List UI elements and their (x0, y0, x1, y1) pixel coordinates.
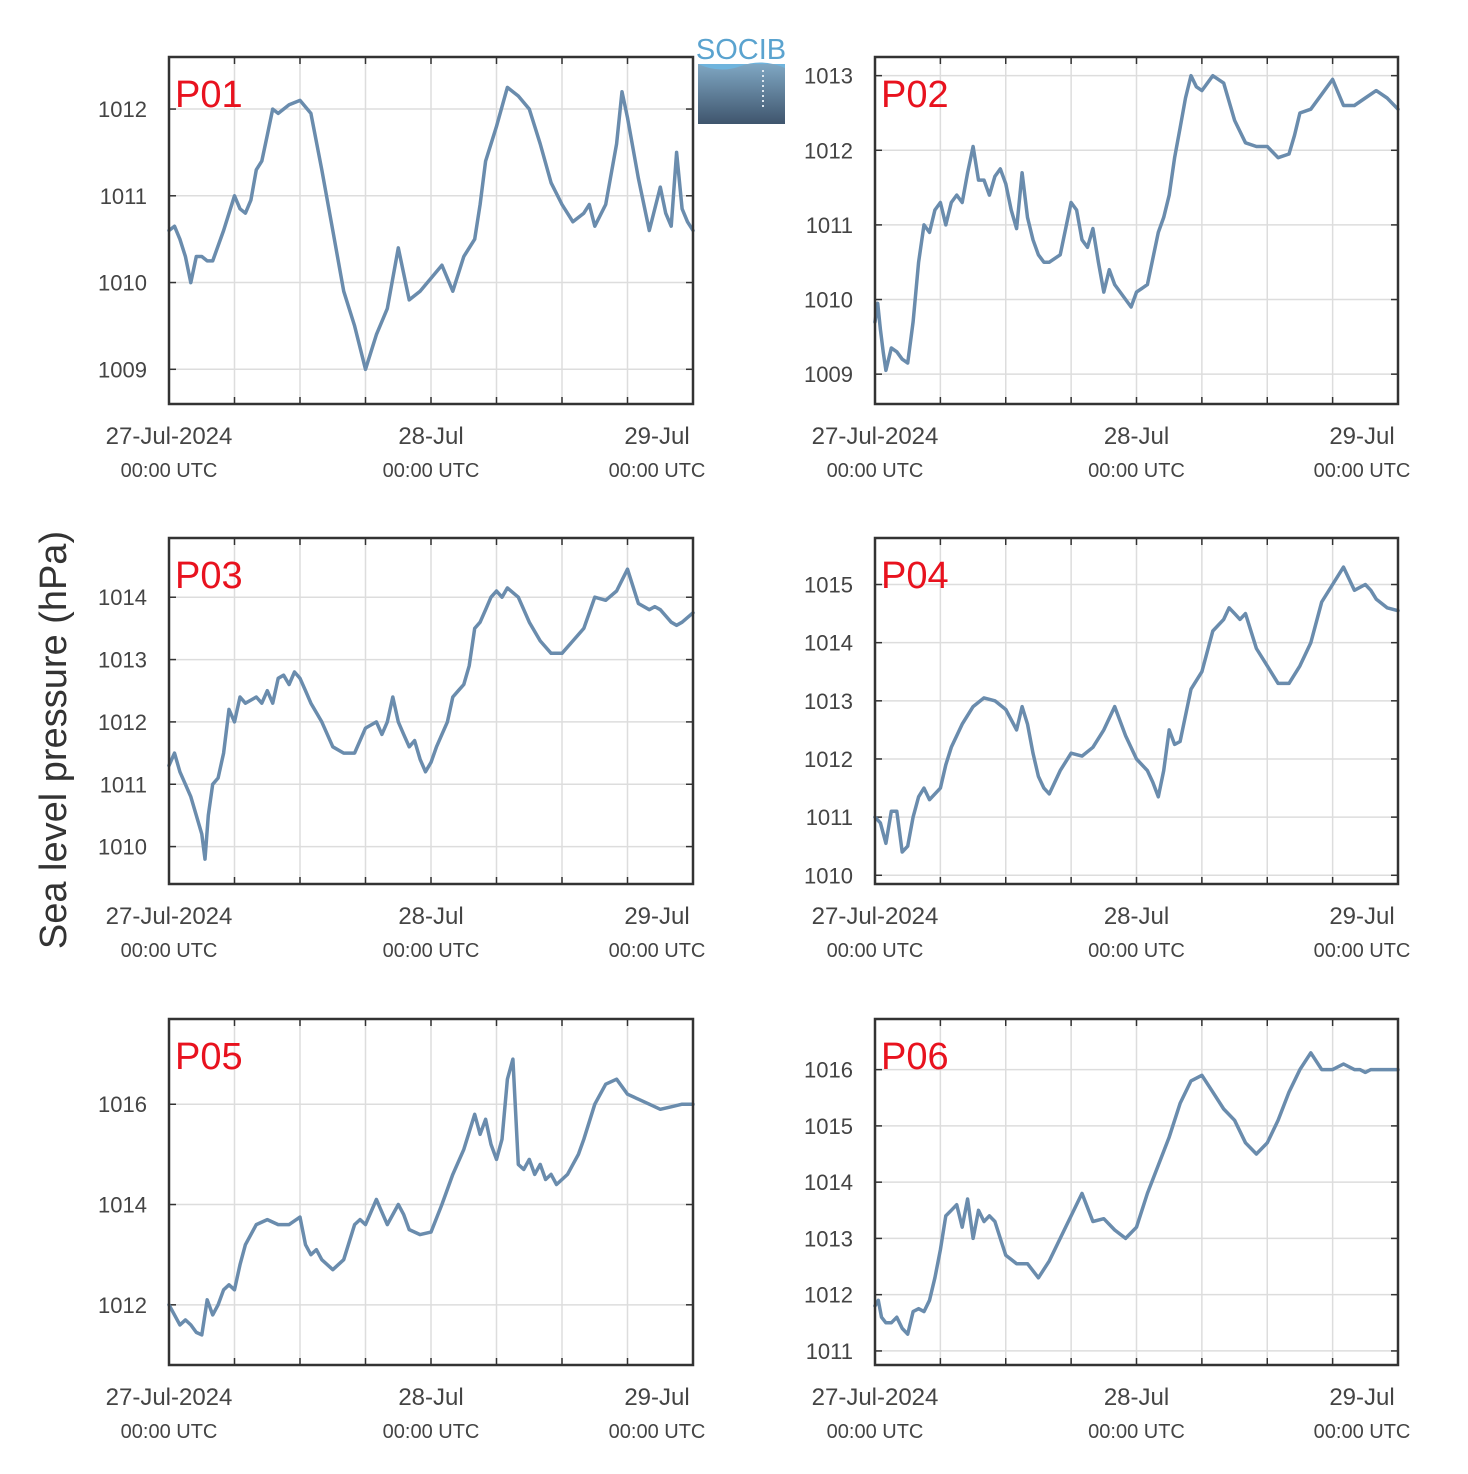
y-tick-label: 1011 (806, 805, 853, 830)
x-tick-label-date: 29-Jul (624, 1384, 689, 1411)
series-line (873, 73, 1400, 373)
x-tick-label-date: 27-Jul-2024 (106, 423, 233, 450)
series-line (873, 1051, 1400, 1336)
x-tick-label-date: 28-Jul (398, 423, 463, 450)
x-tick-label-date: 28-Jul (1104, 1384, 1169, 1411)
x-tick-label-date: 27-Jul-2024 (812, 1384, 939, 1411)
y-tick-label: 1012 (98, 97, 147, 122)
x-tick-label-date: 28-Jul (398, 903, 463, 930)
panel-label: P05 (175, 1036, 243, 1078)
x-tick-label-time: 00:00 UTC (121, 940, 218, 962)
x-tick-label-time: 00:00 UTC (383, 460, 480, 482)
x-tick-label-date: 28-Jul (398, 1384, 463, 1411)
x-tick-label-time: 00:00 UTC (1314, 940, 1411, 962)
y-tick-label: 1010 (804, 863, 853, 888)
x-tick-label-time: 00:00 UTC (121, 460, 218, 482)
x-tick-label-date: 29-Jul (624, 423, 689, 450)
plot-frame (167, 1017, 695, 1367)
x-tick-label-time: 00:00 UTC (827, 940, 924, 962)
plot-frame (873, 1017, 1400, 1367)
x-tick-label-date: 28-Jul (1104, 423, 1169, 450)
x-tick-label-date: 27-Jul-2024 (812, 423, 939, 450)
x-tick-label-time: 00:00 UTC (383, 1421, 480, 1443)
y-tick-label: 1014 (804, 631, 853, 656)
x-tick-label-time: 00:00 UTC (827, 460, 924, 482)
y-tick-label: 1013 (804, 64, 853, 89)
y-tick-label: 1010 (98, 835, 147, 860)
x-tick-label-date: 28-Jul (1104, 903, 1169, 930)
x-tick-label-time: 00:00 UTC (609, 460, 706, 482)
panel-label: P01 (175, 74, 243, 116)
x-tick-label-date: 29-Jul (1329, 423, 1394, 450)
y-tick-label: 1010 (804, 288, 853, 313)
y-tick-label: 1009 (804, 362, 853, 387)
panel-label: P02 (881, 74, 949, 116)
panel-label: P06 (881, 1036, 949, 1078)
x-tick-label-date: 29-Jul (624, 903, 689, 930)
x-tick-label-date: 29-Jul (1329, 1384, 1394, 1411)
y-tick-label: 1013 (804, 1226, 853, 1251)
socib-logo: SOCIB (696, 34, 786, 124)
plot-frame (873, 55, 1400, 406)
y-tick-label: 1016 (98, 1092, 147, 1117)
y-tick-label: 1011 (806, 1339, 853, 1364)
x-tick-label-time: 00:00 UTC (121, 1421, 218, 1443)
x-tick-label-time: 00:00 UTC (1314, 460, 1411, 482)
y-tick-label: 1013 (804, 689, 853, 714)
panel-p03: 1010 1011 1012 1013 1014 P03 27-Jul-2024 00:00 … (98, 536, 706, 962)
y-tick-label: 1011 (806, 213, 853, 238)
panel-p02: 1009 1010 1011 1012 1013 P02 27-Jul-2024 00:00 … (804, 55, 1411, 482)
y-axis-label: Sea level pressure (hPa) (33, 531, 75, 949)
series-line (167, 85, 695, 372)
y-tick-label: 1012 (98, 710, 147, 735)
panel-label: P03 (175, 555, 243, 597)
socib-logo-shape (698, 64, 785, 124)
y-tick-label: 1014 (98, 585, 147, 610)
x-tick-label-date: 27-Jul-2024 (812, 903, 939, 930)
y-tick-label: 1012 (804, 1283, 853, 1308)
series-line (167, 567, 695, 861)
x-tick-label-time: 00:00 UTC (1088, 1421, 1185, 1443)
plot-frame (167, 55, 695, 406)
y-tick-label: 1011 (100, 184, 147, 209)
panels: 1009 1010 1011 1012 P01 27-Jul-2024 00:00 UTC 2… (98, 55, 1411, 1443)
y-tick-label: 1016 (804, 1058, 853, 1083)
x-tick-label-time: 00:00 UTC (1088, 460, 1185, 482)
x-tick-label-date: 29-Jul (1329, 903, 1394, 930)
x-tick-label-time: 00:00 UTC (383, 940, 480, 962)
x-tick-label-time: 00:00 UTC (1314, 1421, 1411, 1443)
socib-logo-text: SOCIB (696, 34, 786, 66)
y-tick-label: 1015 (804, 573, 853, 598)
y-tick-label: 1012 (98, 1293, 147, 1318)
series-line (873, 565, 1400, 854)
panel-p05: 1012 1014 1016 P05 27-Jul-2024 00:00 UTC 28-Ju… (98, 1017, 706, 1443)
y-tick-label: 1015 (804, 1114, 853, 1139)
y-tick-label: 1011 (100, 772, 147, 797)
socib-logo-wave (698, 62, 785, 70)
panel-p01: 1009 1010 1011 1012 P01 27-Jul-2024 00:00 UTC 2… (98, 55, 706, 482)
x-tick-label-time: 00:00 UTC (609, 1421, 706, 1443)
x-tick-label-time: 00:00 UTC (609, 940, 706, 962)
x-tick-label-time: 00:00 UTC (1088, 940, 1185, 962)
panel-p06: 1011 1012 1013 1014 1015 1016 P06 27-Jul-2024 00… (804, 1017, 1411, 1443)
x-tick-label-date: 27-Jul-2024 (106, 1384, 233, 1411)
panel-label: P04 (881, 555, 949, 597)
series-line (167, 1057, 695, 1337)
y-tick-label: 1014 (98, 1193, 147, 1218)
y-tick-label: 1012 (804, 747, 853, 772)
plot-frame (873, 536, 1400, 886)
y-tick-label: 1010 (98, 271, 147, 296)
y-tick-label: 1014 (804, 1170, 853, 1195)
x-tick-label-date: 27-Jul-2024 (106, 903, 233, 930)
y-tick-label: 1009 (98, 357, 147, 382)
y-tick-label: 1013 (98, 648, 147, 673)
y-tick-label: 1012 (804, 138, 853, 163)
x-tick-label-time: 00:00 UTC (827, 1421, 924, 1443)
plot-frame (167, 536, 695, 886)
panel-p04: 1010 1011 1012 1013 1014 1015 P04 27-Jul-2024 00… (804, 536, 1411, 962)
